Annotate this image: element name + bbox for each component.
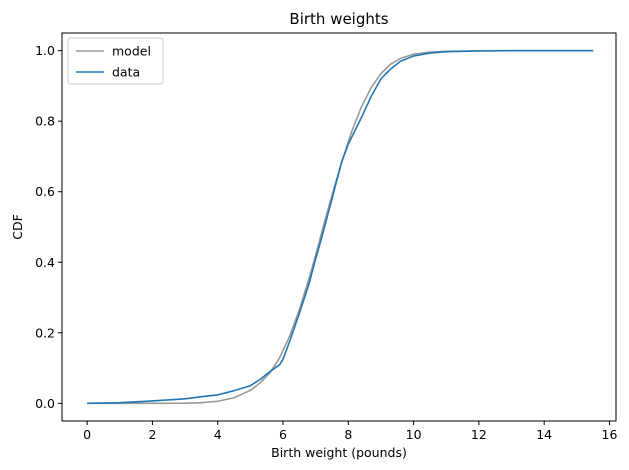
series-line-model xyxy=(87,49,594,405)
y-tick-label: 0.0 xyxy=(35,396,55,411)
y-tick-label: 0.4 xyxy=(35,255,55,270)
y-tick-label: 0.2 xyxy=(35,325,55,340)
x-axis-label: Birth weight (pounds) xyxy=(271,445,407,460)
x-tick-label: 10 xyxy=(406,427,422,442)
legend: model data xyxy=(67,37,164,85)
x-tick-label: 4 xyxy=(214,427,222,442)
y-axis-label: CDF xyxy=(10,214,25,240)
plot-area: 0 2 4 6 8 10 12 14 16 0.0 0.2 0.4 0.6 0.8 1.0 xyxy=(35,32,618,442)
x-tick-label: 2 xyxy=(148,427,156,442)
plot-frame xyxy=(61,32,617,422)
legend-label-model: model xyxy=(112,44,151,59)
series-line-data xyxy=(87,49,594,405)
x-tick-label: 12 xyxy=(471,427,487,442)
y-tick-label: 0.8 xyxy=(35,114,55,129)
x-tick-label: 16 xyxy=(602,427,618,442)
legend-label-data: data xyxy=(112,65,140,80)
x-tick-label: 0 xyxy=(83,427,91,442)
x-tick-label: 6 xyxy=(279,427,287,442)
chart-title: Birth weights xyxy=(289,10,388,28)
x-tick-label: 8 xyxy=(344,427,352,442)
y-tick-label: 1.0 xyxy=(35,43,55,58)
x-tick-label: 14 xyxy=(536,427,552,442)
y-tick-label: 0.6 xyxy=(35,184,55,199)
